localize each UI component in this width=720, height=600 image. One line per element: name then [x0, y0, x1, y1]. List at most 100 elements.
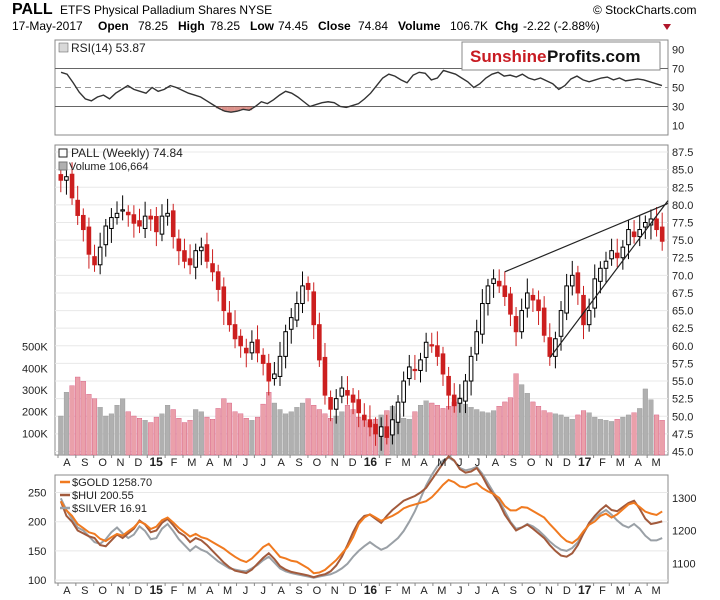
volume-bar	[238, 413, 244, 456]
volume-bar	[496, 406, 502, 456]
volume-bar	[266, 392, 272, 456]
rsi-legend-icon	[58, 42, 69, 53]
volume-bar	[597, 419, 603, 456]
volume-tick-label: 300K	[22, 385, 48, 397]
x-tick-label: A	[63, 457, 71, 469]
candle-body	[423, 341, 429, 358]
volume-bar	[603, 420, 609, 456]
candle-body	[620, 246, 626, 259]
volume-label: Volume	[398, 19, 441, 33]
candle-body	[598, 267, 603, 282]
x-tick-label: N	[545, 585, 553, 597]
x-tick-label: A	[492, 457, 500, 469]
left-tick-label: 150	[28, 546, 46, 558]
price-tick-label: 82.5	[672, 182, 693, 194]
price-tick-label: 65.0	[672, 306, 693, 318]
x-axes: A S O N D 15 F M A M J J A S O N D 16 F M A M J J A S O N D 17 F M A MA S O…	[57, 455, 661, 597]
price-tick-label: 47.5	[672, 429, 693, 441]
comparison-legend-gold-line: $GOLD 1258.70	[72, 477, 152, 489]
x-tick-label: A	[277, 585, 285, 597]
candle-body	[547, 337, 553, 357]
candle-body	[109, 217, 114, 229]
price-tick-label: 80.0	[672, 200, 693, 212]
x-tick-label: A	[492, 585, 500, 597]
candle-body	[193, 250, 198, 268]
candle-body	[390, 419, 395, 436]
x-tick-label: M	[437, 457, 446, 469]
logo-text-sunshine: Sunshine	[470, 47, 547, 66]
x-tick-label: J	[457, 585, 463, 597]
x-tick-label: 17	[578, 583, 592, 597]
candle-body	[412, 368, 418, 372]
down-arrow-icon	[663, 24, 671, 30]
x-tick-label: 15	[150, 455, 164, 469]
watermark: © StockCharts.com	[593, 3, 697, 17]
candle-body	[97, 246, 103, 266]
x-tick-label: M	[187, 585, 196, 597]
x-tick-label: D	[134, 585, 142, 597]
x-tick-label: M	[651, 585, 660, 597]
volume-bar	[654, 414, 660, 456]
volume-legend-icon	[58, 161, 68, 171]
price-tick-label: 45.0	[672, 446, 693, 458]
candle-body	[92, 256, 97, 266]
candle-body	[502, 285, 508, 297]
high-value: 78.25	[210, 19, 240, 33]
x-tick-label: M	[402, 457, 411, 469]
volume-tick-label: 400K	[22, 363, 48, 375]
rsi-tick-label: 50	[672, 83, 684, 95]
x-tick-label: M	[651, 457, 660, 469]
x-tick-label: N	[545, 457, 553, 469]
x-tick-label: O	[98, 585, 107, 597]
x-tick-label: M	[437, 585, 446, 597]
price-tick-label: 75.0	[672, 235, 693, 247]
quote-date: 17-May-2017	[12, 19, 83, 33]
volume-bar	[485, 412, 491, 456]
x-tick-label: N	[117, 457, 125, 469]
candle-body	[384, 426, 390, 438]
x-tick-label: A	[635, 457, 643, 469]
x-tick-label: S	[81, 585, 88, 597]
rsi-oversold-fill	[215, 106, 350, 113]
candle-body	[378, 426, 384, 437]
volume-bar	[446, 406, 452, 456]
x-tick-label: O	[98, 457, 107, 469]
candle-body	[243, 347, 249, 354]
volume-bar	[271, 402, 277, 456]
price-tick-label: 57.5	[672, 358, 693, 370]
candle-body	[558, 310, 564, 337]
x-tick-label: F	[171, 457, 178, 469]
price-panel: 45.0 47.5 50.0 52.5 55.0 57.5 60.0 62.5 65.0 67.5…	[22, 144, 693, 458]
price-tick-label: 50.0	[672, 411, 693, 423]
x-tick-label: D	[563, 457, 571, 469]
volume-bar	[181, 422, 187, 456]
candle-body	[513, 316, 519, 333]
x-tick-label: M	[223, 457, 232, 469]
candle-body	[491, 278, 496, 284]
candle-body	[345, 390, 350, 396]
x-tick-label: S	[81, 457, 88, 469]
volume-bar	[625, 414, 631, 456]
volume-bar	[536, 406, 542, 456]
volume-bar	[221, 398, 227, 456]
candle-body	[148, 215, 154, 220]
volume-bar	[434, 405, 440, 456]
x-tick-label: O	[313, 457, 322, 469]
x-tick-label: 15	[150, 583, 164, 597]
price-tick-label: 62.5	[672, 323, 693, 335]
volume-bar	[92, 398, 98, 456]
price-tick-label: 67.5	[672, 288, 693, 300]
x-tick-label: J	[261, 457, 267, 469]
left-tick-label: 200	[28, 517, 46, 529]
candle-body	[406, 366, 412, 380]
x-tick-label: M	[223, 585, 232, 597]
candle-body	[288, 317, 294, 330]
volume-bar	[491, 410, 497, 456]
close-value: 74.84	[358, 19, 388, 33]
rsi-line	[60, 69, 663, 113]
x-tick-label: N	[331, 457, 339, 469]
candle-body	[575, 272, 581, 294]
candle-body	[114, 212, 120, 219]
x-tick-label: 17	[578, 455, 592, 469]
